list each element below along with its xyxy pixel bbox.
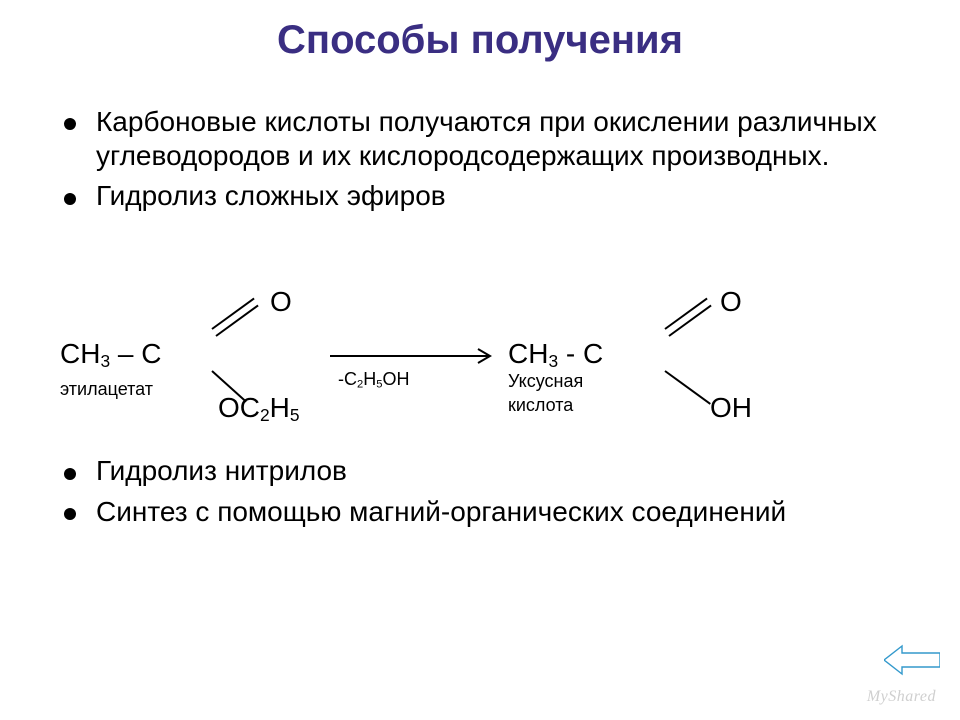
left-label: этилацетат (60, 380, 153, 398)
left-core: СН3 – С (60, 340, 161, 368)
slide-title: Способы получения (0, 18, 960, 63)
bullet-ester-hydrolysis: Гидролиз сложных эфиров (60, 179, 900, 213)
right-top-o: О (720, 288, 742, 316)
bullet-text: Гидролиз сложных эфиров (96, 180, 446, 211)
right-core: СН3 - С (508, 340, 603, 368)
right-label-1: Уксусная (508, 372, 583, 390)
bullet-text: Карбоновые кислоты получаются при окисле… (96, 106, 877, 171)
bullet-oxidation: Карбоновые кислоты получаются при окисле… (60, 105, 900, 173)
slide: Способы получения Карбоновые кислоты пол… (0, 0, 960, 720)
left-bottom: ОС2Н5 (218, 394, 300, 422)
right-label-2: кислота (508, 396, 573, 414)
back-arrow-icon[interactable] (884, 644, 940, 676)
left-top-o: О (270, 288, 292, 316)
arrow-reagent: -С2Н5ОН (338, 370, 409, 388)
right-single-bond (664, 370, 710, 405)
right-bottom: ОН (710, 394, 752, 422)
reaction-diagram: О СН3 – С ОС2Н5 этилацетат -С2Н5ОН О СН3… (60, 288, 900, 508)
watermark: MyShared (867, 688, 936, 706)
reaction-arrow-icon (330, 346, 500, 366)
